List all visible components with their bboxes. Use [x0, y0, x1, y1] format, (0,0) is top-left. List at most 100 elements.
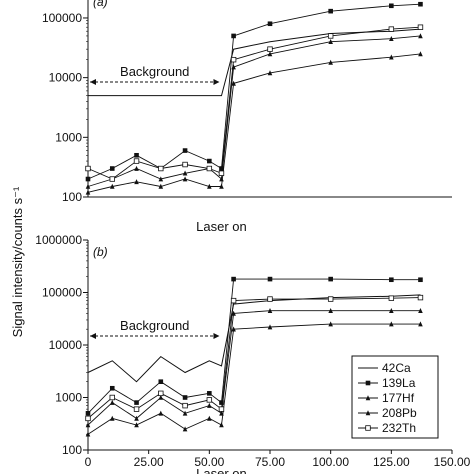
x-tick-label: 25.00 [134, 455, 164, 469]
series-line-139La [87, 3, 421, 180]
data-point-139La [182, 148, 188, 153]
y-tick-label: 100 [62, 443, 82, 457]
data-point-208Pb [418, 321, 423, 327]
data-point-177Hf [328, 39, 333, 45]
legend-label: 232Th [382, 421, 416, 435]
y-tick-label: 100000 [42, 286, 82, 300]
panel-a: 100 1000 10000 100000 (a) Background Laser on [42, 0, 452, 234]
data-point-177Hf [267, 308, 273, 314]
data-point-232Th [85, 165, 91, 172]
laser-on-label: Laser on [196, 466, 247, 474]
data-point-232Th [206, 165, 213, 172]
x-tick-label: 100.00 [312, 455, 349, 469]
x-tick-label: 0 [85, 455, 92, 469]
data-point-232Th [109, 176, 115, 182]
data-point-139La [134, 152, 139, 158]
data-point-177Hf [207, 402, 212, 408]
data-point-208Pb [267, 70, 273, 76]
data-point-139La [231, 33, 236, 39]
legend-label: 208Pb [382, 406, 417, 420]
arrowhead-right [213, 333, 220, 339]
arrowhead-right [213, 79, 220, 85]
legend-marker [365, 380, 371, 386]
data-point-232Th [109, 394, 115, 401]
x-tick-label: 50.00 [194, 455, 224, 469]
data-point-208Pb [207, 415, 212, 421]
data-point-139La [231, 276, 236, 282]
background-label: Background [120, 64, 189, 79]
series-line-232Th [87, 26, 421, 180]
data-point-232Th [327, 33, 334, 39]
y-tick-label: 1000000 [35, 233, 82, 247]
y-tick-label: 100 [62, 190, 82, 204]
data-point-232Th [133, 406, 140, 412]
y-axis-label: Signal intensity/counts s⁻¹ [10, 186, 25, 337]
y-tick-label: 1000 [55, 130, 82, 144]
data-point-208Pb [182, 426, 188, 432]
data-point-208Pb [85, 431, 91, 437]
panel-label: (b) [93, 245, 108, 259]
data-point-177Hf [134, 165, 139, 171]
data-point-208Pb [134, 179, 139, 185]
series-line-177Hf [87, 35, 421, 187]
legend-label: 139La [382, 376, 416, 390]
data-point-208Pb [109, 183, 115, 189]
y-tick-label: 10000 [49, 71, 83, 85]
data-point-177Hf [182, 170, 188, 176]
data-point-208Pb [267, 324, 273, 330]
panel-b: 100 1000 10000 100000 1000000 0 25.00 50.00 75.0… [35, 233, 470, 474]
data-point-208Pb [207, 183, 212, 189]
series-line-232Th [87, 297, 421, 419]
data-point-208Pb [85, 189, 91, 195]
data-point-139La [328, 8, 333, 14]
y-tick-label: 1000 [55, 391, 82, 405]
x-tick-label: 75.00 [255, 455, 285, 469]
arrowhead-left [90, 333, 96, 339]
series-line-208Pb [87, 323, 421, 435]
data-point-232Th [218, 406, 225, 412]
data-point-177Hf [328, 308, 333, 314]
data-point-177Hf [418, 33, 423, 39]
series-line-208Pb [87, 53, 421, 193]
data-point-139La [219, 166, 224, 171]
data-point-177Hf [134, 415, 139, 421]
data-point-139La [389, 3, 394, 9]
data-point-208Pb [418, 51, 423, 57]
data-point-177Hf [389, 35, 394, 41]
legend-marker [365, 395, 371, 401]
data-point-232Th [388, 295, 395, 301]
data-point-139La [267, 21, 273, 27]
data-point-139La [267, 276, 273, 282]
data-point-139La [207, 391, 212, 396]
legend-label: 42Ca [382, 361, 411, 375]
series-line-139La [87, 278, 421, 414]
data-point-177Hf [85, 422, 91, 428]
legend-box [351, 355, 439, 439]
data-point-139La [109, 166, 115, 171]
data-point-139La [134, 400, 139, 405]
data-point-208Pb [389, 321, 394, 327]
legend-marker [365, 425, 371, 431]
data-point-232Th [182, 161, 188, 168]
data-point-177Hf [182, 410, 188, 416]
y-tick-label: 10000 [49, 338, 83, 352]
legend-marker [365, 410, 371, 416]
data-point-177Hf [418, 308, 423, 314]
arrowhead-left [90, 79, 96, 85]
data-point-139La [219, 400, 224, 405]
data-point-177Hf [158, 176, 164, 182]
panel-label: (a) [93, 0, 108, 9]
data-point-139La [389, 277, 394, 283]
data-point-139La [418, 277, 423, 283]
data-point-232Th [327, 296, 334, 302]
data-point-177Hf [158, 394, 164, 400]
data-point-232Th [206, 397, 213, 403]
data-point-208Pb [328, 321, 333, 327]
data-point-139La [418, 1, 423, 7]
x-tick-label: 150.00 [434, 455, 471, 469]
data-point-232Th [230, 56, 237, 63]
data-point-139La [328, 276, 333, 282]
series-line-42Ca [88, 28, 421, 97]
data-point-232Th [230, 297, 237, 304]
data-point-208Pb [219, 183, 224, 189]
